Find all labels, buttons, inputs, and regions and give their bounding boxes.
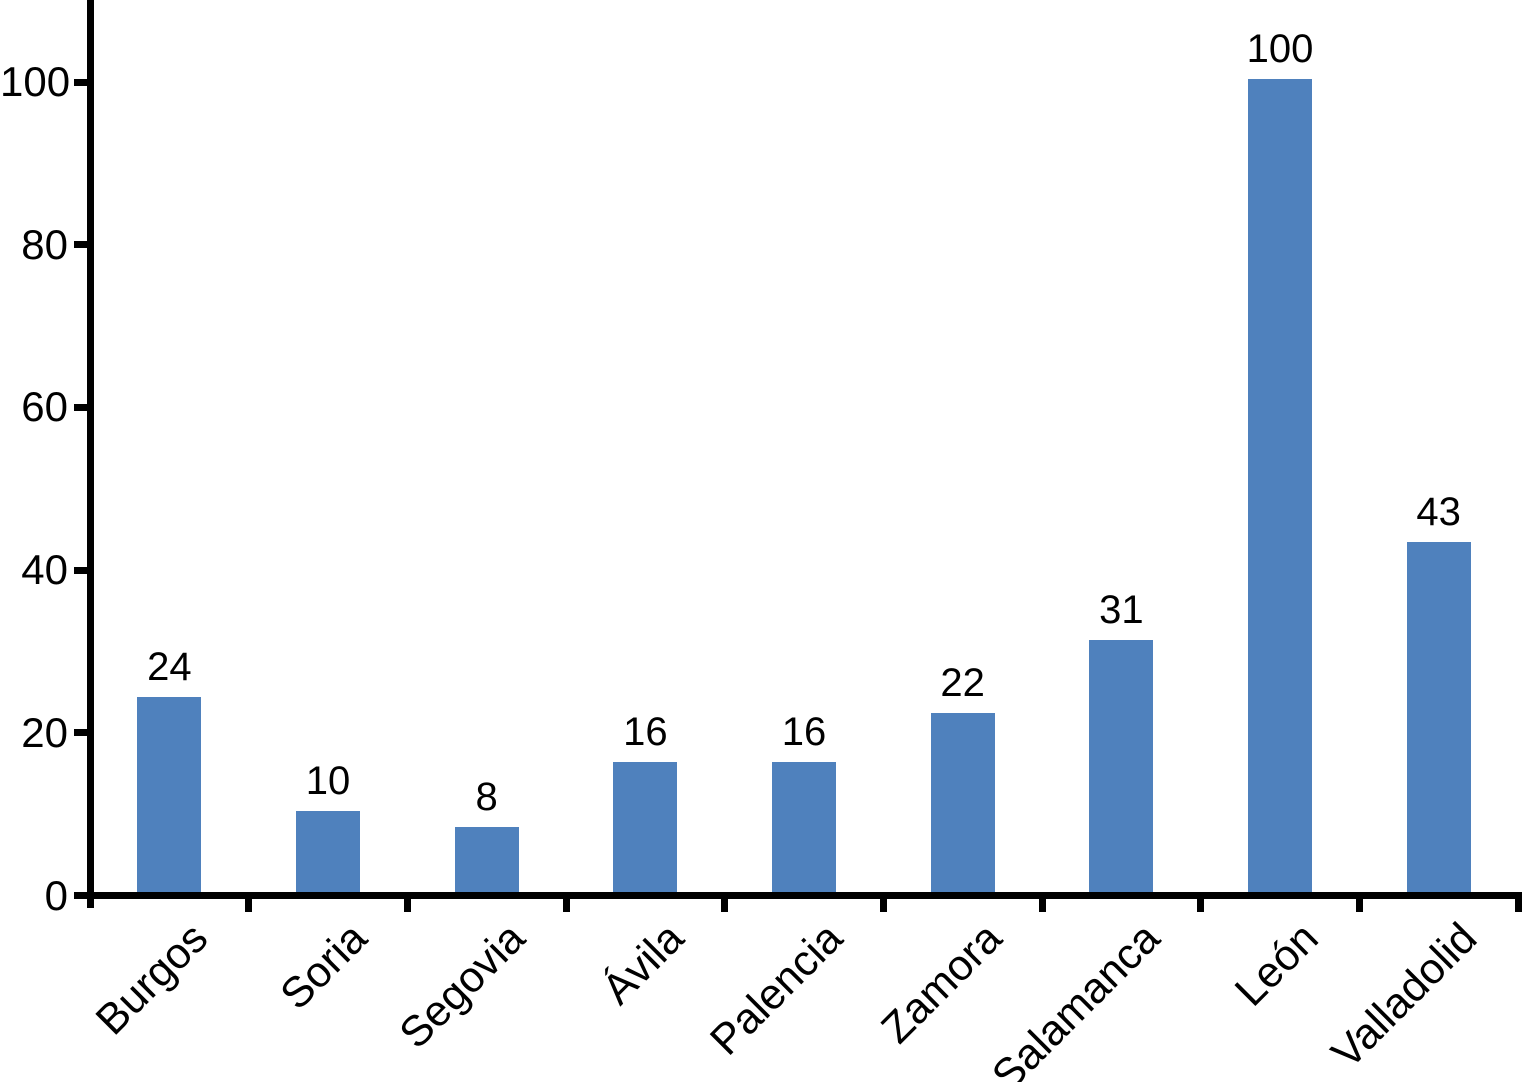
- bar-zamora: [930, 713, 995, 892]
- x-category-label-soria: Soria: [271, 914, 376, 1019]
- bar-value-label-ávila: 16: [623, 709, 668, 754]
- bar-value-label-salamanca: 31: [1099, 587, 1144, 632]
- bar-palencia: [772, 761, 836, 892]
- x-tick-3: [562, 899, 570, 912]
- bar-value-label-palencia: 16: [781, 709, 827, 754]
- x-category-label-salamanca: Salamanca: [983, 914, 1170, 1082]
- x-tick-5: [879, 899, 887, 912]
- x-category-label-valladolid: Valladolid: [1323, 914, 1487, 1078]
- x-category-label-zamora: Zamora: [871, 914, 1011, 1053]
- bar-value-label-burgos: 24: [147, 644, 192, 689]
- x-tick-8: [1355, 899, 1363, 912]
- bar-value-label-valladolid: 43: [1416, 490, 1461, 535]
- x-category-label-león: León: [1226, 914, 1328, 1016]
- bar-value-label-segovia: 8: [475, 774, 498, 819]
- x-category-label-ávila: Ávila: [593, 914, 694, 1014]
- x-tick-9: [1514, 899, 1522, 912]
- y-tick-label-20: 20: [21, 708, 68, 756]
- y-tick-80: [74, 241, 87, 249]
- x-tick-1: [245, 899, 253, 912]
- bar-segovia: [454, 826, 519, 892]
- x-category-label-segovia: Segovia: [390, 914, 535, 1058]
- y-tick-label-0: 0: [44, 871, 68, 919]
- bar-valladolid: [1406, 542, 1471, 892]
- x-tick-6: [1038, 899, 1046, 912]
- bar-salamanca: [1089, 639, 1154, 892]
- y-tick-100: [74, 78, 87, 86]
- bar-burgos: [137, 696, 202, 892]
- y-tick-60: [74, 403, 87, 411]
- x-tick-4: [721, 899, 729, 912]
- x-category-label-palencia: Palencia: [701, 914, 852, 1065]
- y-tick-label-60: 60: [21, 383, 68, 431]
- y-tick-20: [74, 729, 87, 737]
- y-tick-label-100: 100: [0, 58, 71, 105]
- y-tick-label-40: 40: [21, 546, 68, 594]
- bar-ávila: [613, 761, 678, 892]
- bar-león: [1248, 78, 1312, 892]
- bar-soria: [296, 810, 360, 892]
- bar-value-label-soria: 10: [305, 758, 351, 803]
- x-category-label-burgos: Burgos: [86, 914, 218, 1045]
- bar-value-label-zamora: 22: [940, 661, 985, 706]
- y-tick-label-80: 80: [21, 220, 68, 268]
- x-tick-7: [1197, 899, 1205, 912]
- x-tick-2: [403, 899, 411, 912]
- y-tick-40: [74, 566, 87, 574]
- bar-value-label-león: 100: [1246, 26, 1314, 71]
- y-axis-line: [87, 0, 94, 908]
- x-axis-line: [87, 892, 1522, 899]
- y-tick-0: [74, 892, 87, 899]
